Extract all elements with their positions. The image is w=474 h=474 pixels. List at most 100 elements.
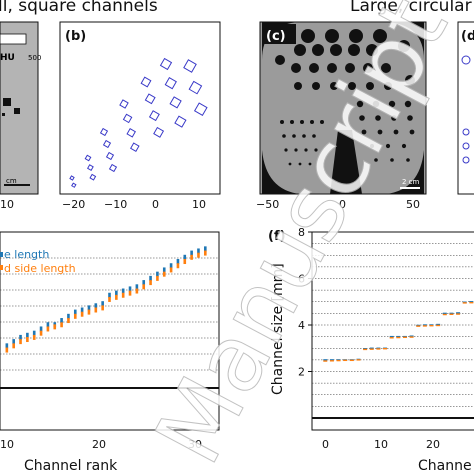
y-tick-label: 6 xyxy=(298,273,305,286)
phantom-hole xyxy=(312,82,320,90)
panel-c-label-box xyxy=(262,24,296,44)
phantom-hole xyxy=(375,115,381,121)
phantom-hole xyxy=(291,63,301,73)
data-point xyxy=(416,325,421,327)
data-point xyxy=(442,313,447,316)
square-channel-marker xyxy=(164,77,177,90)
square-channel-marker xyxy=(183,59,197,73)
data-point xyxy=(456,313,461,315)
panel-d-marker xyxy=(462,156,470,164)
data-point xyxy=(67,318,70,324)
panel-d-label: (d xyxy=(461,29,474,44)
square-channel-marker xyxy=(188,80,203,95)
data-point xyxy=(73,313,77,319)
panel-c-label: (c) xyxy=(266,29,286,44)
phantom-hole xyxy=(369,143,375,149)
data-point xyxy=(26,337,29,343)
phantom-hole xyxy=(348,82,356,90)
data-point xyxy=(60,318,63,324)
phantom-hole xyxy=(366,82,374,90)
square-channel-marker xyxy=(89,173,97,181)
panel-d-marker xyxy=(461,55,471,65)
phantom-hole xyxy=(348,44,360,56)
data-point xyxy=(101,301,104,307)
data-point xyxy=(156,275,159,281)
square-channel-marker xyxy=(14,108,20,114)
data-point xyxy=(197,248,200,254)
panel-b-xtick: −20 xyxy=(62,198,85,211)
data-point xyxy=(121,288,125,294)
data-point xyxy=(197,252,200,258)
phantom-hole xyxy=(288,162,292,166)
data-point xyxy=(442,312,447,315)
square-channel-marker xyxy=(3,98,11,106)
panel-f-xtick: 0 xyxy=(322,438,329,451)
panel-c-xtick: −50 xyxy=(256,198,279,211)
data-point xyxy=(128,290,132,296)
panel-d-marker xyxy=(462,128,470,136)
phantom-hole xyxy=(393,129,399,135)
phantom-hole xyxy=(359,115,365,121)
panel-e-points xyxy=(5,246,207,353)
panel-c-holes xyxy=(275,29,415,166)
panel-c-scale-bar-label: 2 cm xyxy=(402,178,420,186)
data-point xyxy=(396,335,401,338)
data-point xyxy=(60,322,63,328)
phantom-hole xyxy=(366,44,378,56)
panel-b-xtick: −10 xyxy=(104,198,127,211)
data-point xyxy=(5,347,9,353)
panel-f-frame xyxy=(311,231,474,431)
phantom-hole xyxy=(407,115,413,121)
panel-f-grid xyxy=(312,243,474,407)
data-point xyxy=(108,296,111,302)
data-point xyxy=(87,305,91,311)
square-channel-marker xyxy=(144,93,156,105)
data-point xyxy=(12,343,15,349)
phantom-hole xyxy=(398,40,410,52)
data-point xyxy=(12,339,15,345)
phantom-hole xyxy=(391,115,397,121)
data-point xyxy=(73,309,77,315)
data-point xyxy=(19,334,22,340)
panel-a: 500 HU cm 10 xyxy=(0,21,41,211)
square-channel-marker xyxy=(126,128,136,138)
panel-e-xlabel: Channel rank xyxy=(24,458,118,474)
phantom-hole xyxy=(298,162,302,166)
phantom-wedge xyxy=(330,130,362,194)
data-point xyxy=(456,312,461,314)
square-channel-marker xyxy=(108,163,118,173)
data-point xyxy=(162,271,166,277)
data-point xyxy=(190,254,193,260)
square-channel-marker xyxy=(69,175,75,181)
panel-c-xtick: 50 xyxy=(406,198,420,211)
panel-e-xtick: 20 xyxy=(92,438,106,451)
phantom-hole xyxy=(290,120,294,124)
data-point xyxy=(422,325,427,327)
legend-entry-1: e length xyxy=(4,248,49,261)
scale-bar-label: cm xyxy=(6,177,17,185)
phantom-hole xyxy=(304,148,308,152)
data-point xyxy=(422,324,427,326)
phantom-corner-bottom-right xyxy=(386,150,424,194)
square-channel-marker xyxy=(84,154,92,162)
square-channel-marker xyxy=(153,126,165,138)
phantom-hole xyxy=(385,143,391,149)
legend-swatch-blue xyxy=(0,252,3,257)
data-point xyxy=(383,348,388,350)
data-point xyxy=(46,322,50,328)
data-point xyxy=(87,309,91,315)
phantom-hole xyxy=(330,44,342,56)
panel-e-frame xyxy=(0,231,220,431)
data-point xyxy=(135,284,139,290)
phantom-hole xyxy=(294,44,306,56)
data-point xyxy=(162,267,166,273)
phantom-corner-bottom-left xyxy=(262,150,300,194)
data-point xyxy=(32,334,36,340)
phantom-hole xyxy=(282,134,286,138)
data-point xyxy=(429,324,434,327)
data-point xyxy=(409,335,414,337)
data-point xyxy=(183,259,187,265)
panel-f: (f) 2 4 6 8 Channel size [mm] 0 10 20 Chann… xyxy=(268,226,474,474)
phantom-hole xyxy=(309,63,319,73)
